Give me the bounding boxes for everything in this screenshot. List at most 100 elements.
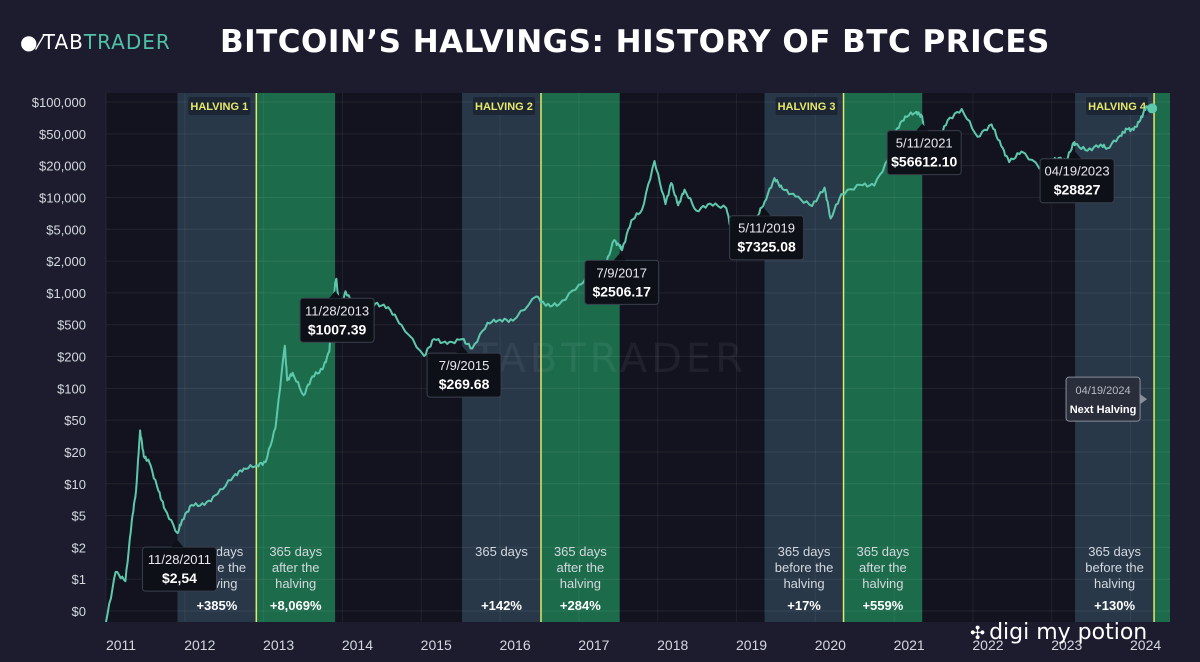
annotation-price: $28827 xyxy=(1054,182,1101,198)
after-halving-band xyxy=(1154,93,1170,622)
y-tick-label: $100 xyxy=(57,381,86,396)
band-caption-line: 365 days xyxy=(856,544,909,559)
axes: $100,000 $50,000 $20,000 $10,000 $5,000 $2,00… xyxy=(32,95,1162,653)
annotation-price: Next Halving xyxy=(1070,404,1137,416)
band-caption-line: before the xyxy=(1085,560,1144,575)
y-tick-label: $10 xyxy=(64,477,86,492)
annotation-price: $2,54 xyxy=(162,570,197,586)
band-caption-line: 365 days xyxy=(554,544,607,559)
logo-mark-icon: ●⁄ xyxy=(20,30,43,54)
annotation-pointer xyxy=(758,208,771,216)
y-tick-label: $100,000 xyxy=(32,95,86,110)
band-caption-line: after the xyxy=(859,560,907,575)
annotation-pointer xyxy=(613,253,626,261)
band-percent-change: +284% xyxy=(560,598,601,613)
band-percent-change: +8,069% xyxy=(270,598,322,613)
band-caption-line: 365 days xyxy=(269,544,322,559)
annotation-pointer xyxy=(916,123,929,131)
annotation-price: $269.68 xyxy=(439,376,490,392)
y-tick-label: $5 xyxy=(72,509,86,524)
band-percent-change: +385% xyxy=(196,598,237,613)
band-caption-line: halving xyxy=(1094,576,1135,591)
tabtrader-logo: ●⁄TABTRADER xyxy=(20,30,171,54)
y-tick-label: $20 xyxy=(64,445,86,460)
before-halving-band xyxy=(764,93,844,622)
x-tick-label: 2021 xyxy=(894,637,925,653)
annotation-date: 5/11/2019 xyxy=(738,221,795,236)
halving-label: HALVING 2 xyxy=(475,101,533,113)
annotation-price: $2506.17 xyxy=(592,283,651,299)
period-bands xyxy=(177,93,1170,622)
halving-label-bg xyxy=(775,97,838,115)
band-percent-change: +142% xyxy=(481,598,522,613)
after-halving-band xyxy=(843,93,923,622)
x-tick-label: 2013 xyxy=(263,637,294,653)
after-halving-band xyxy=(256,93,336,622)
annotation-date: 04/19/2023 xyxy=(1045,164,1110,179)
band-caption-line: 365 days xyxy=(1088,544,1141,559)
band-caption-line: halving xyxy=(275,576,316,591)
logo-text-tab: TAB xyxy=(42,30,84,54)
x-tick-label: 2015 xyxy=(421,637,452,653)
band-caption-line: before the xyxy=(775,560,834,575)
latest-price-dot xyxy=(1147,103,1158,114)
x-tick-label: 2024 xyxy=(1130,637,1161,653)
halving-label-bg xyxy=(188,97,251,115)
band-percent-change: +17% xyxy=(787,598,821,613)
halving-label: HALVING 1 xyxy=(190,101,248,113)
x-tick-label: 2023 xyxy=(1051,637,1082,653)
y-tick-label: $2 xyxy=(72,540,86,555)
annotation-date: 7/9/2015 xyxy=(439,358,490,373)
band-caption-line: after the xyxy=(556,560,604,575)
x-tick-label: 2018 xyxy=(657,637,688,653)
logo-text-trader: TRADER xyxy=(83,30,171,54)
x-tick-label: 2012 xyxy=(184,637,215,653)
band-caption-line: halving xyxy=(783,576,824,591)
price-line xyxy=(105,104,1153,623)
y-tick-label: $500 xyxy=(57,318,86,333)
x-tick-label: 2017 xyxy=(578,637,609,653)
x-tick-label: 2016 xyxy=(499,637,530,653)
annotation-pointer xyxy=(1140,394,1148,405)
price-annotations: 11/28/2011 $2,54 11/28/2013 $1007.39 7/9/201… xyxy=(141,123,1148,592)
band-percent-change: +130% xyxy=(1094,598,1135,613)
halving-markers: HALVING 1 HALVING 2 HALVING 3 HALVING 4 xyxy=(188,93,1155,622)
band-caption-line: 365 days xyxy=(475,544,528,559)
before-halving-band xyxy=(177,93,257,622)
y-tick-label: $20,000 xyxy=(39,159,86,174)
annotation-date: 04/19/2024 xyxy=(1076,385,1131,397)
x-tick-label: 2014 xyxy=(342,637,373,653)
y-tick-label: $5,000 xyxy=(46,222,86,237)
page-title: BITCOIN’S HALVINGS: HISTORY OF BTC PRICE… xyxy=(220,24,1050,60)
halving-label-bg xyxy=(472,97,535,115)
y-tick-label: $200 xyxy=(57,350,86,365)
annotation-pointer xyxy=(329,291,342,299)
grid-lines xyxy=(105,93,1170,622)
annotation-date: 5/11/2021 xyxy=(896,136,953,151)
x-tick-label: 2011 xyxy=(106,637,136,653)
y-tick-label: $1,000 xyxy=(46,286,86,301)
annotation-pointer xyxy=(171,540,184,548)
y-tick-label: $1 xyxy=(72,572,86,587)
band-caption-line: 365 days xyxy=(778,544,831,559)
x-tick-label: 2019 xyxy=(736,637,767,653)
annotation-date: 11/28/2011 xyxy=(148,552,211,567)
background-watermark-text: TABTRADER xyxy=(472,336,747,382)
x-tick-label: 2020 xyxy=(815,637,846,653)
y-tick-label: $50 xyxy=(64,413,86,428)
annotation-pointer xyxy=(456,346,469,354)
band-percent-change: +559% xyxy=(862,598,903,613)
y-tick-label: $0 xyxy=(72,604,86,619)
annotation-price: $1007.39 xyxy=(308,321,367,337)
annotation-date: 7/9/2017 xyxy=(596,265,647,280)
band-caption-line: after the xyxy=(272,560,320,575)
halving-label: HALVING 4 xyxy=(1088,101,1147,113)
after-halving-band xyxy=(540,93,620,622)
halving-label: HALVING 3 xyxy=(778,101,836,113)
band-caption-line: halving xyxy=(862,576,903,591)
x-tick-label: 2022 xyxy=(972,637,1003,653)
band-caption-line: halving xyxy=(560,576,601,591)
y-tick-label: $10,000 xyxy=(39,190,86,205)
